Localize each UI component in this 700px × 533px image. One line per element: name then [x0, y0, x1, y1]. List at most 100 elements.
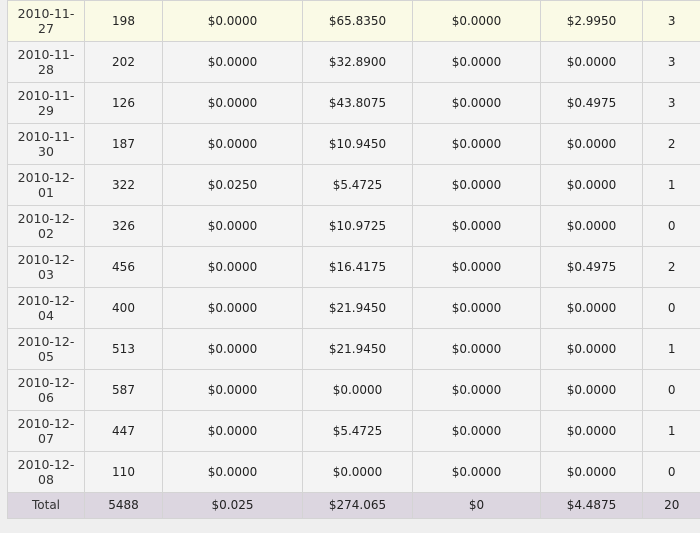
- date-day: 01: [38, 185, 54, 200]
- table-row: 2010-12- 01 322 $0.0250 $5.4725 $0.0000 $0.000…: [7, 164, 700, 206]
- count-cell: 126: [84, 82, 163, 124]
- date-cell: 2010-12- 04: [7, 287, 85, 329]
- date-cell: 2010-12- 06: [7, 369, 85, 411]
- total-value-cell-c: $0: [412, 492, 541, 519]
- value-cell-b: $5.4725: [302, 410, 413, 452]
- value-cell-b: $0.0000: [302, 369, 413, 411]
- value-cell-a: $0.0000: [162, 369, 303, 411]
- date-cell: 2010-12- 01: [7, 164, 85, 206]
- value-cell-a: $0.0000: [162, 328, 303, 370]
- date-day: 04: [38, 308, 54, 323]
- value-cell-c: $0.0000: [412, 451, 541, 493]
- count-cell: 198: [84, 0, 163, 42]
- date-day: 27: [38, 21, 54, 36]
- table-row: 2010-12- 08 110 $0.0000 $0.0000 $0.0000 $0.000…: [7, 451, 700, 493]
- value-cell-a: $0.0000: [162, 41, 303, 83]
- date-cell: 2010-12- 03: [7, 246, 85, 288]
- date-cell: 2010-11- 30: [7, 123, 85, 165]
- count-cell: 456: [84, 246, 163, 288]
- date-year-month: 2010-12-: [17, 457, 75, 472]
- date-day: 02: [38, 226, 54, 241]
- total-row: Total 5488 $0.025 $274.065 $0 $4.4875 20: [7, 492, 700, 519]
- value-cell-c: $0.0000: [412, 205, 541, 247]
- count-cell: 447: [84, 410, 163, 452]
- count-cell: 587: [84, 369, 163, 411]
- total-value-cell-a: $0.025: [162, 492, 303, 519]
- value-cell-b: $0.0000: [302, 451, 413, 493]
- count-cell: 400: [84, 287, 163, 329]
- value-cell-d: $0.0000: [540, 41, 643, 83]
- value-cell-a: $0.0000: [162, 0, 303, 42]
- date-year-month: 2010-12-: [17, 170, 75, 185]
- date-day: 28: [38, 62, 54, 77]
- date-day: 07: [38, 431, 54, 446]
- value-cell-b: $65.8350: [302, 0, 413, 42]
- date-cell: 2010-11- 29: [7, 82, 85, 124]
- value-cell-a: $0.0000: [162, 246, 303, 288]
- value-cell-b: $10.9450: [302, 123, 413, 165]
- value-cell-d: $0.4975: [540, 82, 643, 124]
- value-cell-c: $0.0000: [412, 287, 541, 329]
- date-cell: 2010-11- 27: [7, 0, 85, 42]
- date-year-month: 2010-12-: [17, 375, 75, 390]
- date-cell: 2010-12- 08: [7, 451, 85, 493]
- value-cell-d: $0.0000: [540, 205, 643, 247]
- value-cell-d: $2.9950: [540, 0, 643, 42]
- value-cell-a: $0.0000: [162, 451, 303, 493]
- table-row: 2010-12- 05 513 $0.0000 $21.9450 $0.0000 $0.00…: [7, 328, 700, 370]
- table-row: 2010-12- 07 447 $0.0000 $5.4725 $0.0000 $0.000…: [7, 410, 700, 452]
- number-cell: 2: [642, 246, 700, 288]
- number-cell: 3: [642, 82, 700, 124]
- count-cell: 187: [84, 123, 163, 165]
- date-year-month: 2010-11-: [17, 6, 75, 21]
- value-cell-c: $0.0000: [412, 123, 541, 165]
- date-year-month: 2010-12-: [17, 252, 75, 267]
- date-day: 08: [38, 472, 54, 487]
- date-year-month: 2010-11-: [17, 47, 75, 62]
- value-cell-d: $0.0000: [540, 287, 643, 329]
- value-cell-b: $32.8900: [302, 41, 413, 83]
- date-day: 06: [38, 390, 54, 405]
- value-cell-c: $0.0000: [412, 82, 541, 124]
- value-cell-b: $43.8075: [302, 82, 413, 124]
- stats-table-container: 2010-11- 27 198 $0.0000 $65.8350 $0.0000 $2.99…: [7, 0, 700, 519]
- value-cell-d: $0.0000: [540, 410, 643, 452]
- total-count-cell: 5488: [84, 492, 163, 519]
- daily-stats-table: 2010-11- 27 198 $0.0000 $65.8350 $0.0000 $2.99…: [7, 0, 700, 519]
- value-cell-a: $0.0000: [162, 123, 303, 165]
- value-cell-a: $0.0000: [162, 205, 303, 247]
- value-cell-d: $0.4975: [540, 246, 643, 288]
- value-cell-d: $0.0000: [540, 328, 643, 370]
- value-cell-b: $21.9450: [302, 328, 413, 370]
- number-cell: 0: [642, 369, 700, 411]
- total-number-cell: 20: [642, 492, 700, 519]
- number-cell: 0: [642, 287, 700, 329]
- table-body: 2010-11- 27 198 $0.0000 $65.8350 $0.0000 $2.99…: [7, 0, 700, 519]
- date-year-month: 2010-11-: [17, 129, 75, 144]
- value-cell-a: $0.0000: [162, 287, 303, 329]
- date-cell: 2010-12- 07: [7, 410, 85, 452]
- total-label: Total: [7, 492, 85, 519]
- date-day: 05: [38, 349, 54, 364]
- count-cell: 202: [84, 41, 163, 83]
- value-cell-a: $0.0000: [162, 410, 303, 452]
- value-cell-c: $0.0000: [412, 246, 541, 288]
- number-cell: 1: [642, 410, 700, 452]
- value-cell-a: $0.0000: [162, 82, 303, 124]
- number-cell: 2: [642, 123, 700, 165]
- date-cell: 2010-12- 05: [7, 328, 85, 370]
- value-cell-c: $0.0000: [412, 410, 541, 452]
- count-cell: 322: [84, 164, 163, 206]
- count-cell: 326: [84, 205, 163, 247]
- date-year-month: 2010-12-: [17, 416, 75, 431]
- date-cell: 2010-12- 02: [7, 205, 85, 247]
- number-cell: 1: [642, 328, 700, 370]
- table-row: 2010-12- 03 456 $0.0000 $16.4175 $0.0000 $0.49…: [7, 246, 700, 288]
- value-cell-c: $0.0000: [412, 0, 541, 42]
- table-row: 2010-12- 04 400 $0.0000 $21.9450 $0.0000 $0.00…: [7, 287, 700, 329]
- count-cell: 110: [84, 451, 163, 493]
- table-row: 2010-12- 06 587 $0.0000 $0.0000 $0.0000 $0.000…: [7, 369, 700, 411]
- date-day: 03: [38, 267, 54, 282]
- date-year-month: 2010-12-: [17, 293, 75, 308]
- value-cell-d: $0.0000: [540, 164, 643, 206]
